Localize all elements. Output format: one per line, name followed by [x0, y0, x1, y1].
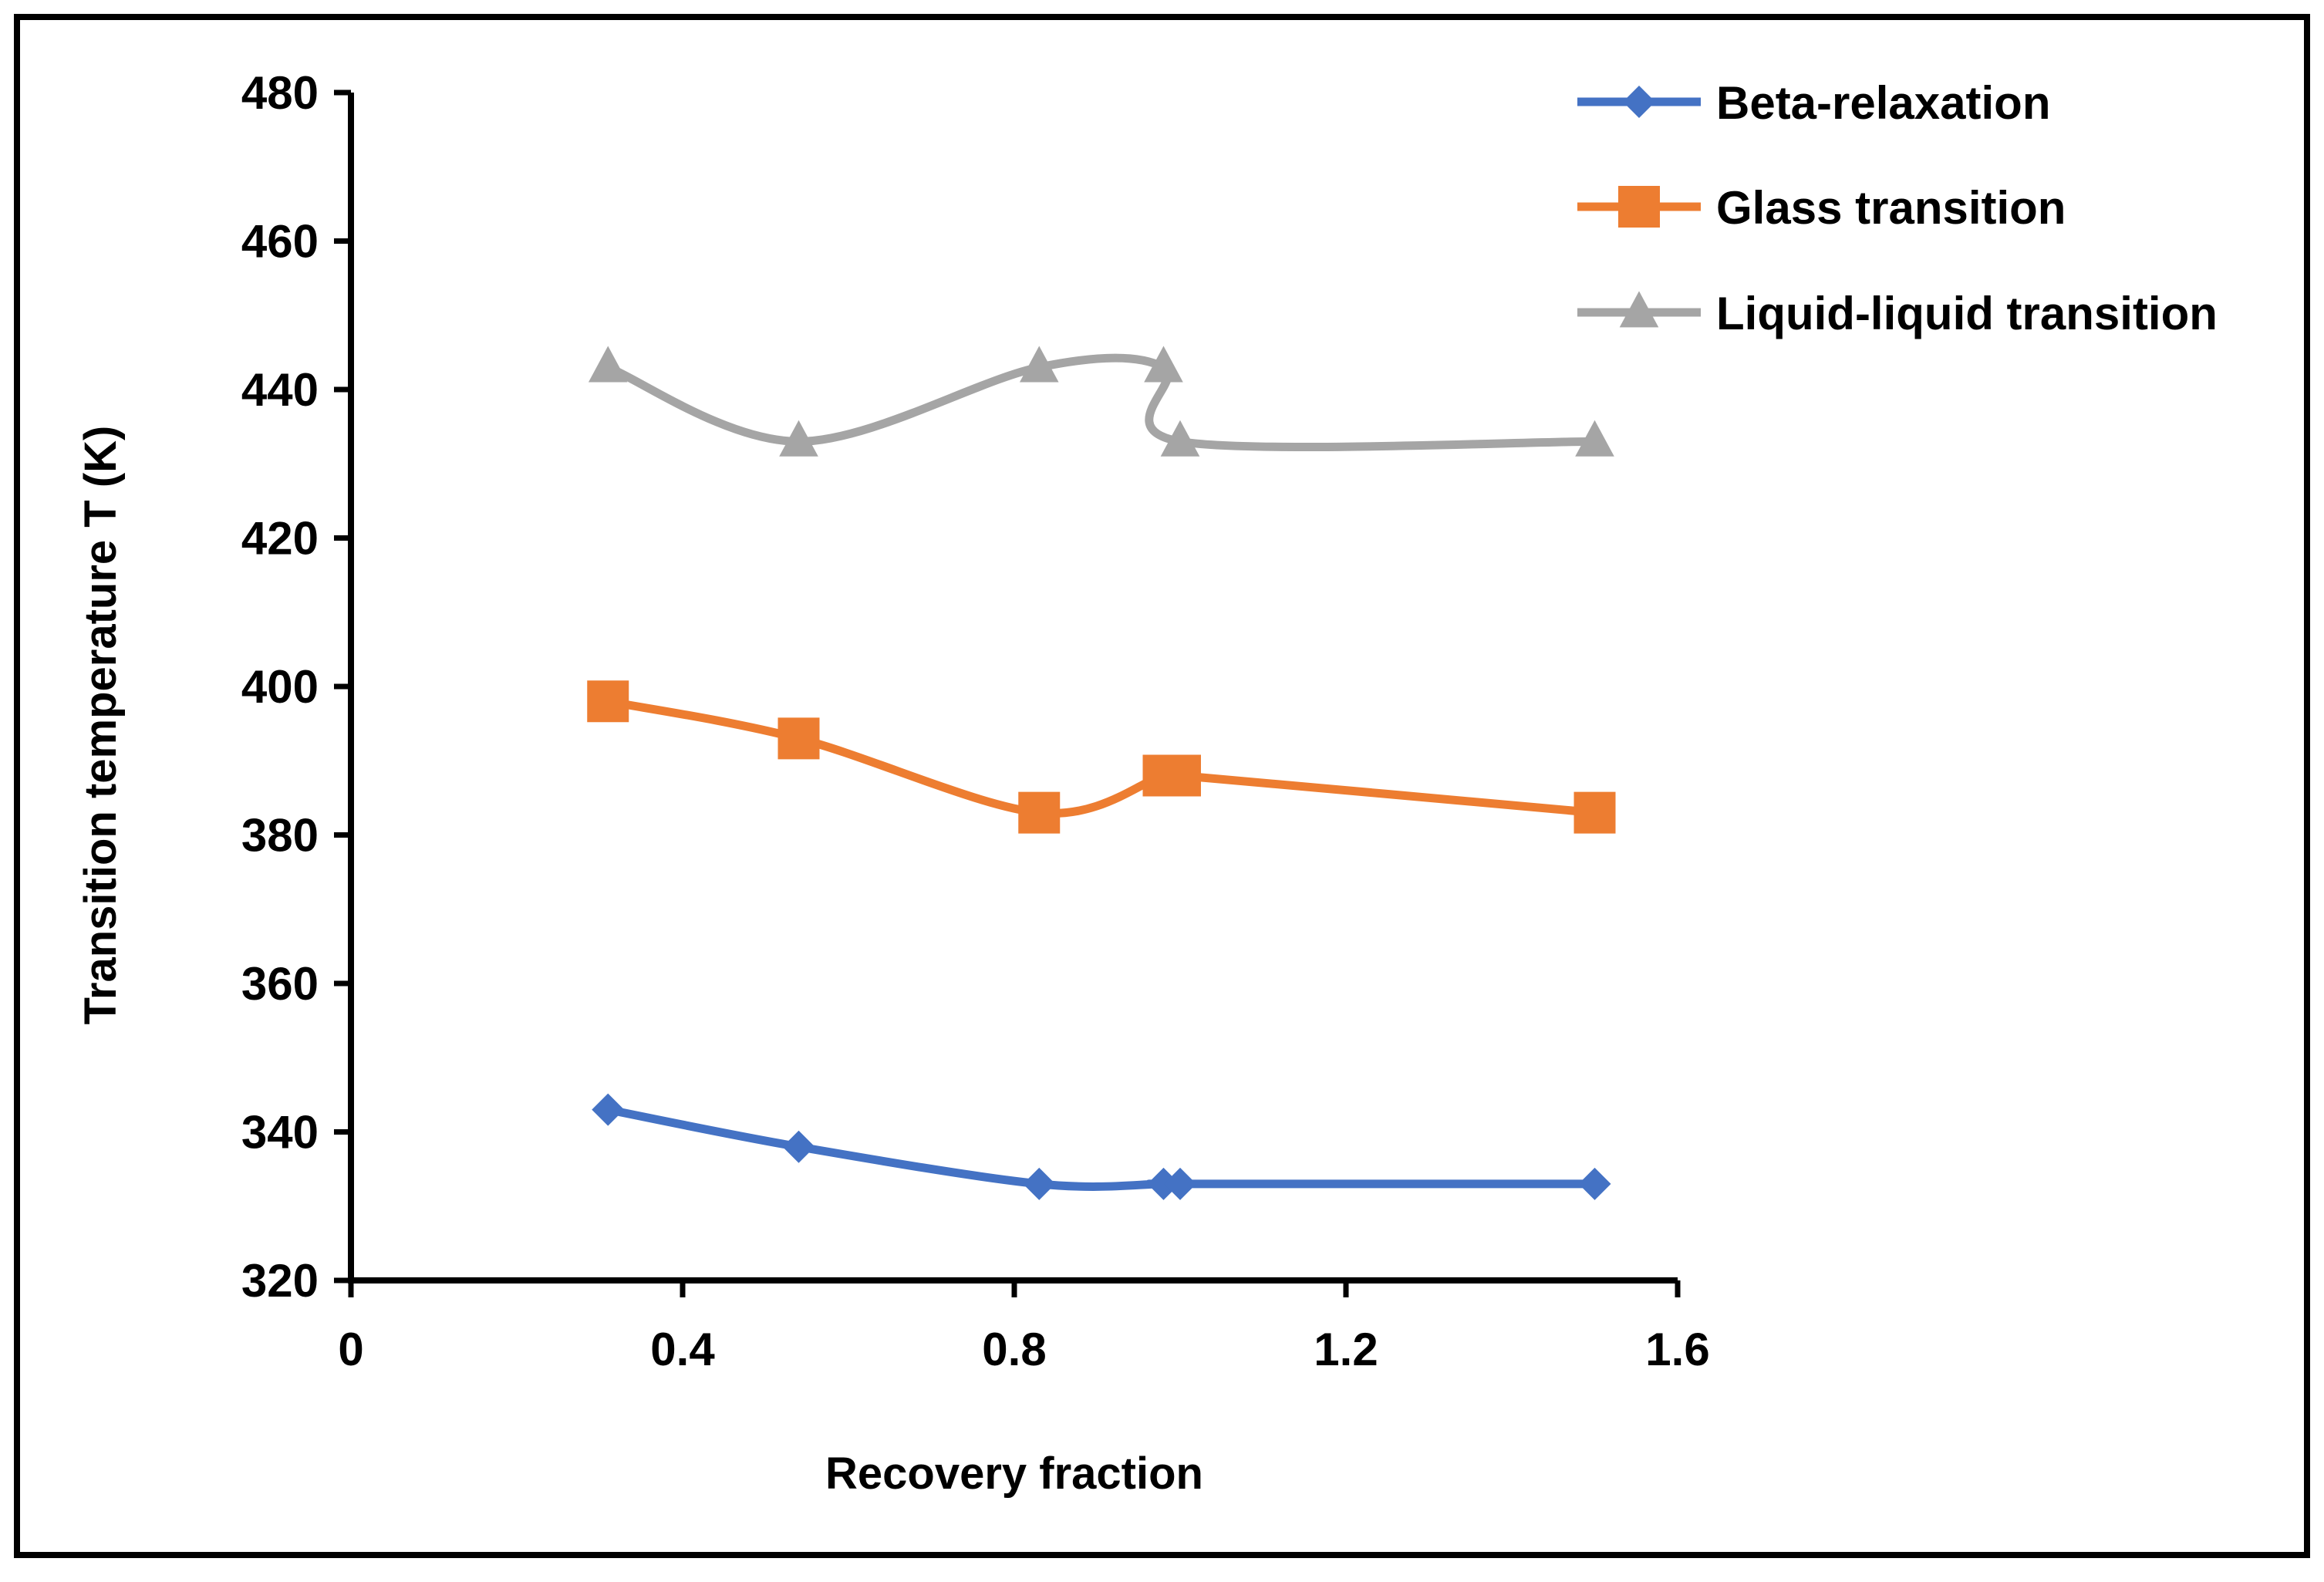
data-point: [782, 1130, 815, 1163]
legend-label: Glass transition: [1716, 182, 2066, 234]
legend-label: Liquid-liquid transition: [1716, 288, 2218, 339]
y-axis-ticks: 320 340 360 380 400 420 440 460 480: [241, 67, 351, 1307]
x-tick-label: 0: [338, 1324, 363, 1375]
series-layer: [587, 346, 1616, 1200]
series-line: [603, 353, 1599, 452]
data-point: [1160, 420, 1200, 457]
data-point: [1018, 791, 1061, 834]
y-tick-label: 340: [241, 1107, 319, 1159]
y-tick-label: 360: [241, 958, 319, 1010]
x-axis-ticks: 0 0.4 0.8 1.2 1.6: [338, 1280, 1710, 1375]
data-point: [588, 346, 628, 383]
data-point: [777, 717, 820, 760]
legend: Beta-relaxation Glass transition Liquid-li…: [1577, 77, 2218, 339]
data-point: [1019, 346, 1059, 383]
legend-swatch-marker: [1618, 186, 1660, 228]
y-axis-title: Transition temperature T (K): [76, 426, 126, 1025]
y-tick-label: 400: [241, 661, 319, 713]
x-tick-label: 0.8: [982, 1324, 1046, 1375]
data-point: [592, 1093, 625, 1126]
series-beta-relaxation: [592, 1093, 1611, 1200]
data-point: [587, 680, 629, 723]
y-tick-label: 320: [241, 1255, 319, 1307]
legend-label: Beta-relaxation: [1716, 77, 2050, 129]
data-point: [1144, 346, 1183, 383]
legend-item: Liquid-liquid transition: [1577, 288, 2218, 339]
series-glass-transition: [587, 680, 1616, 834]
legend-item: Beta-relaxation: [1577, 77, 2050, 129]
data-point: [1023, 1167, 1056, 1200]
x-tick-label: 1.6: [1645, 1324, 1709, 1375]
x-tick-label: 1.2: [1314, 1324, 1378, 1375]
data-point: [1578, 1167, 1611, 1200]
data-point: [1575, 420, 1614, 457]
legend-item: Glass transition: [1577, 182, 2066, 234]
series-liquid-liquid-transition: [588, 346, 1614, 457]
x-tick-label: 0.4: [650, 1324, 715, 1375]
y-tick-label: 480: [241, 67, 319, 119]
y-tick-label: 440: [241, 364, 319, 416]
data-point: [1164, 1167, 1196, 1200]
data-point: [1159, 754, 1201, 797]
y-tick-label: 460: [241, 216, 319, 268]
legend-swatch-marker: [1619, 291, 1659, 328]
data-point: [1147, 1167, 1180, 1200]
y-tick-label: 380: [241, 810, 319, 862]
y-tick-label: 420: [241, 513, 319, 565]
data-point: [779, 420, 818, 457]
x-axis-title: Recovery fraction: [825, 1449, 1203, 1499]
data-point: [1574, 791, 1616, 834]
legend-swatch-marker: [1623, 86, 1655, 118]
